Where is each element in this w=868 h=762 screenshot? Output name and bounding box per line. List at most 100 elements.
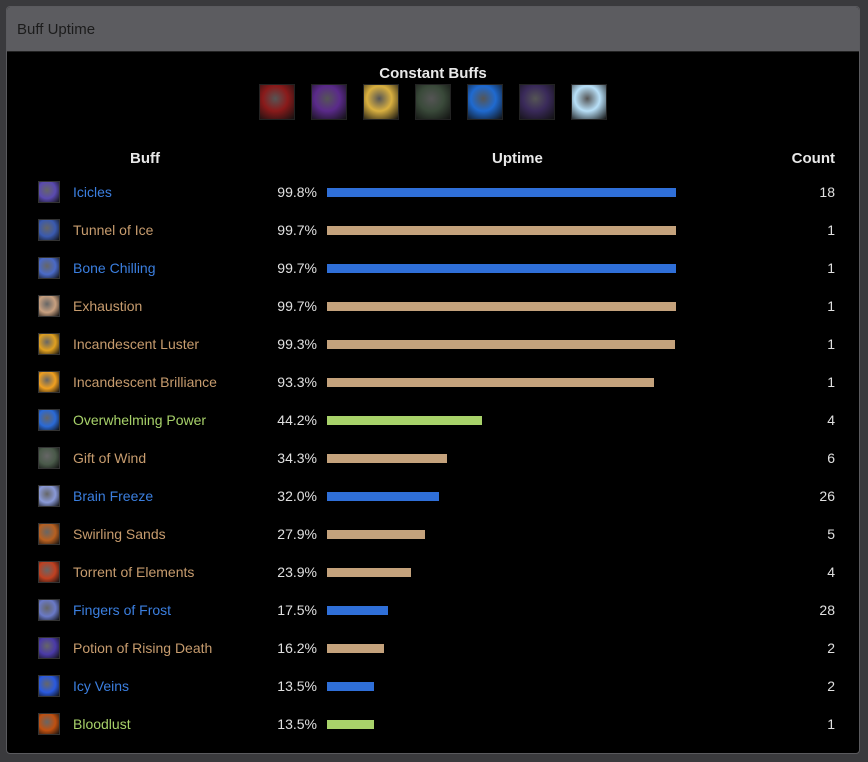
buff-name-link[interactable]: Bloodlust <box>73 716 131 732</box>
uptime-percent: 93.3% <box>277 374 317 390</box>
uptime-bar <box>327 264 676 273</box>
buff-name-link[interactable]: Icicles <box>73 184 112 200</box>
wind-swirl-icon <box>38 447 60 469</box>
uptime-percent: 13.5% <box>277 678 317 694</box>
bloodlust-icon <box>38 713 60 735</box>
buff-row: Fingers of Frost 17.5% 28 <box>7 599 859 637</box>
buff-name-link[interactable]: Tunnel of Ice <box>73 222 154 238</box>
buff-name-link[interactable]: Icy Veins <box>73 678 130 694</box>
lightning-icon <box>38 409 60 431</box>
uptime-percent: 17.5% <box>277 602 317 618</box>
uptime-bar <box>327 416 482 425</box>
shadow-figure-icon[interactable] <box>519 84 555 120</box>
buff-row: Icy Veins 13.5% 2 <box>7 675 859 713</box>
buff-name-link[interactable]: Brain Freeze <box>73 488 154 504</box>
uptime-percent: 99.8% <box>277 184 317 200</box>
buff-name-link[interactable]: Exhaustion <box>73 298 143 314</box>
buff-name-link[interactable]: Fingers of Frost <box>73 602 172 618</box>
uptime-bar <box>327 340 675 349</box>
buff-row: Brain Freeze 32.0% 26 <box>7 485 859 523</box>
buff-count: 1 <box>827 716 835 732</box>
uptime-percent: 23.9% <box>277 564 317 580</box>
buff-row: Incandescent Luster 99.3% 1 <box>7 333 859 371</box>
buff-row: Incandescent Brilliance 93.3% 1 <box>7 371 859 409</box>
buff-name-link[interactable]: Overwhelming Power <box>73 412 207 428</box>
buff-row: Bone Chilling 99.7% 1 <box>7 257 859 295</box>
hand-icon[interactable] <box>259 84 295 120</box>
cheese-icon[interactable] <box>363 84 399 120</box>
buff-uptime-panel: Buff Uptime Constant Buffs Buff Uptime C… <box>6 6 860 754</box>
buff-count: 5 <box>827 526 835 542</box>
uptime-percent: 34.3% <box>277 450 317 466</box>
buff-name-link[interactable]: Incandescent Luster <box>73 336 200 352</box>
buff-column-header: Buff <box>130 150 160 167</box>
exhaustion-icon <box>38 295 60 317</box>
buff-count: 28 <box>819 602 835 618</box>
buff-count: 1 <box>827 336 835 352</box>
brilliance-icon <box>38 371 60 393</box>
icicles-icon <box>38 181 60 203</box>
buff-name-link[interactable]: Incandescent Brilliance <box>73 374 217 390</box>
crystal-icon[interactable] <box>571 84 607 120</box>
uptime-column-header: Uptime <box>492 150 543 167</box>
uptime-percent: 44.2% <box>277 412 317 428</box>
buff-name-link[interactable]: Bone Chilling <box>73 260 156 276</box>
buff-count: 1 <box>827 298 835 314</box>
buff-count: 1 <box>827 222 835 238</box>
buff-row: Tunnel of Ice 99.7% 1 <box>7 219 859 257</box>
uptime-bar <box>327 226 676 235</box>
potion-icon <box>38 637 60 659</box>
buff-count: 6 <box>827 450 835 466</box>
uptime-percent: 99.7% <box>277 222 317 238</box>
uptime-percent: 99.7% <box>277 298 317 314</box>
uptime-bar <box>327 568 411 577</box>
buff-count: 4 <box>827 564 835 580</box>
panel-title: Buff Uptime <box>17 20 96 38</box>
buff-count: 1 <box>827 374 835 390</box>
buff-row: Icicles 99.8% 18 <box>7 181 859 219</box>
uptime-percent: 13.5% <box>277 716 317 732</box>
elements-icon <box>38 561 60 583</box>
luster-icon <box>38 333 60 355</box>
sands-icon <box>38 523 60 545</box>
buff-name-link[interactable]: Torrent of Elements <box>73 564 195 580</box>
buff-count: 18 <box>819 184 835 200</box>
blue-eye-icon[interactable] <box>467 84 503 120</box>
uptime-bar <box>327 720 375 729</box>
uptime-percent: 27.9% <box>277 526 317 542</box>
frost-fingers-icon <box>38 599 60 621</box>
panel-header: Buff Uptime <box>7 7 859 52</box>
uptime-bar <box>327 302 676 311</box>
uptime-percent: 99.3% <box>277 336 317 352</box>
buff-count: 4 <box>827 412 835 428</box>
buff-row: Overwhelming Power 44.2% 4 <box>7 409 859 447</box>
brain-freeze-icon <box>38 485 60 507</box>
uptime-bar <box>327 378 654 387</box>
uptime-bar <box>327 530 425 539</box>
constant-buffs-title: Constant Buffs <box>379 65 487 82</box>
uptime-bar <box>327 188 677 197</box>
buff-name-link[interactable]: Gift of Wind <box>73 450 147 466</box>
constant-buffs-icons <box>7 84 859 120</box>
ice-shard-icon <box>38 219 60 241</box>
buff-count: 2 <box>827 640 835 656</box>
skull-icon <box>38 257 60 279</box>
arcane-familiar-icon[interactable] <box>311 84 347 120</box>
buff-count: 1 <box>827 260 835 276</box>
uptime-bar <box>327 454 448 463</box>
buff-name-link[interactable]: Swirling Sands <box>73 526 166 542</box>
count-column-header: Count <box>791 150 835 167</box>
uptime-percent: 16.2% <box>277 640 317 656</box>
buff-row: Torrent of Elements 23.9% 4 <box>7 561 859 599</box>
uptime-bar <box>327 644 384 653</box>
icy-veins-icon <box>38 675 60 697</box>
uptime-bar <box>327 682 375 691</box>
buff-row: Exhaustion 99.7% 1 <box>7 295 859 333</box>
buff-row: Potion of Rising Death 16.2% 2 <box>7 637 859 675</box>
uptime-bar <box>327 606 389 615</box>
buff-name-link[interactable]: Potion of Rising Death <box>73 640 213 656</box>
buff-row: Swirling Sands 27.9% 5 <box>7 523 859 561</box>
obelisk-icon[interactable] <box>415 84 451 120</box>
buff-count: 26 <box>819 488 835 504</box>
buff-count: 2 <box>827 678 835 694</box>
